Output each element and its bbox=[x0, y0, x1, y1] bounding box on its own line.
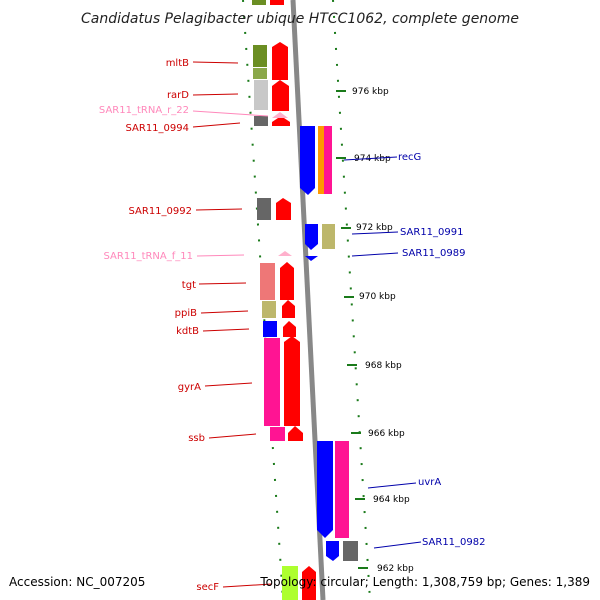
feature-mltB-red bbox=[272, 42, 288, 80]
feature-SAR11_0991-blue bbox=[305, 224, 318, 250]
label-leader bbox=[192, 122, 241, 128]
label-leader bbox=[204, 382, 253, 387]
feature-label-SAR11_0982: SAR11_0982 bbox=[422, 537, 486, 548]
label-leader bbox=[351, 252, 399, 257]
feature-recG-orange bbox=[318, 126, 324, 194]
feature-label-SAR11_0991: SAR11_0991 bbox=[400, 227, 464, 238]
tick-label: 974 kbp bbox=[354, 154, 391, 164]
feature-tRNA-f11 bbox=[278, 251, 292, 256]
feature-uvrA-pink bbox=[335, 441, 349, 538]
feature-tRNA-r22 bbox=[272, 112, 288, 118]
tick-label: 972 kbp bbox=[356, 223, 393, 233]
label-leader bbox=[222, 583, 273, 588]
feature-gyrA-red bbox=[284, 336, 300, 426]
feature-secF-green bbox=[282, 566, 298, 600]
feature-label-ssb: ssb bbox=[188, 433, 205, 444]
feature-rarD-gray bbox=[254, 80, 268, 110]
feature-label-rarD: rarD bbox=[167, 90, 189, 101]
feature-tgt-lightred bbox=[260, 263, 275, 300]
feature-ppiB-red bbox=[282, 300, 295, 318]
tick-label: 962 kbp bbox=[377, 564, 414, 574]
tick-label: 968 kbp bbox=[365, 361, 402, 371]
feature-recG-pink bbox=[324, 126, 332, 194]
label-leader bbox=[367, 482, 417, 489]
feature-ssb-red bbox=[288, 426, 303, 441]
feature-label-SAR11_0994: SAR11_0994 bbox=[126, 123, 190, 134]
feature-SAR11_0982-blue bbox=[326, 541, 339, 561]
feature-mltB-green-2 bbox=[253, 68, 267, 79]
feature-secF-red bbox=[302, 566, 316, 600]
feature-SAR11_0994-red bbox=[272, 116, 290, 126]
feature-SAR11_0982-gray bbox=[343, 541, 358, 561]
feature-ssb-pink bbox=[270, 427, 285, 441]
label-leader bbox=[208, 433, 257, 439]
feature-label-tgt: tgt bbox=[182, 280, 196, 291]
feature-SAR11_0992-red bbox=[276, 198, 291, 220]
feature-label-mltB: mltB bbox=[166, 58, 189, 69]
feature-label-secF: secF bbox=[196, 582, 219, 593]
label-leader bbox=[373, 541, 422, 549]
label-leader bbox=[195, 208, 243, 211]
feature-label-uvrA: uvrA bbox=[418, 477, 441, 488]
feature-rarD-red bbox=[272, 80, 289, 111]
label-leader bbox=[192, 61, 239, 64]
feature-top-green bbox=[252, 0, 266, 5]
feature-recG-blue bbox=[300, 126, 315, 195]
feature-kdtB-red bbox=[283, 321, 296, 337]
feature-kdtB-blue bbox=[263, 321, 277, 337]
feature-label-kdtB: kdtB bbox=[176, 326, 199, 337]
feature-label-SAR11_0989: SAR11_0989 bbox=[402, 248, 466, 259]
tick-label: 966 kbp bbox=[368, 429, 405, 439]
feature-label-ppiB: ppiB bbox=[175, 308, 197, 319]
label-leader bbox=[196, 254, 245, 257]
feature-tgt-red bbox=[280, 262, 294, 300]
map-title: Candidatus Pelagibacter ubique HTCC1062,… bbox=[81, 11, 519, 27]
feature-label-SAR11_0992: SAR11_0992 bbox=[129, 206, 193, 217]
label-leader bbox=[198, 282, 247, 285]
feature-gyrA-pink bbox=[264, 338, 280, 426]
label-leader bbox=[200, 310, 249, 314]
feature-SAR11_0992-gray bbox=[257, 198, 271, 220]
label-leader bbox=[192, 110, 269, 117]
feature-SAR11_0991-olive bbox=[322, 224, 335, 249]
tick-label: 970 kbp bbox=[359, 292, 396, 302]
feature-ppiB-olive bbox=[262, 301, 276, 318]
accession-text: Accession: NC_007205 bbox=[9, 575, 145, 589]
label-leader bbox=[351, 231, 399, 235]
feature-uvrA-blue bbox=[317, 441, 333, 538]
tick-label: 976 kbp bbox=[352, 87, 389, 97]
feature-label-SAR11_tRNA_r_22: SAR11_tRNA_r_22 bbox=[99, 105, 189, 116]
tick-label: 964 kbp bbox=[373, 495, 410, 505]
feature-label-gyrA: gyrA bbox=[178, 382, 201, 393]
label-leader bbox=[202, 328, 250, 332]
feature-label-SAR11_tRNA_f_11: SAR11_tRNA_f_11 bbox=[104, 251, 193, 262]
feature-label-recG: recG bbox=[398, 152, 421, 163]
genome-summary-text: Topology: circular; Length: 1,308,759 bp… bbox=[259, 575, 590, 589]
feature-SAR11_0994-gray bbox=[254, 116, 268, 126]
feature-mltB-green-1 bbox=[253, 45, 267, 67]
label-leader bbox=[192, 93, 239, 96]
label-leader bbox=[343, 156, 398, 161]
feature-top-red bbox=[270, 0, 284, 5]
feature-SAR11_0989-blue bbox=[305, 256, 318, 261]
